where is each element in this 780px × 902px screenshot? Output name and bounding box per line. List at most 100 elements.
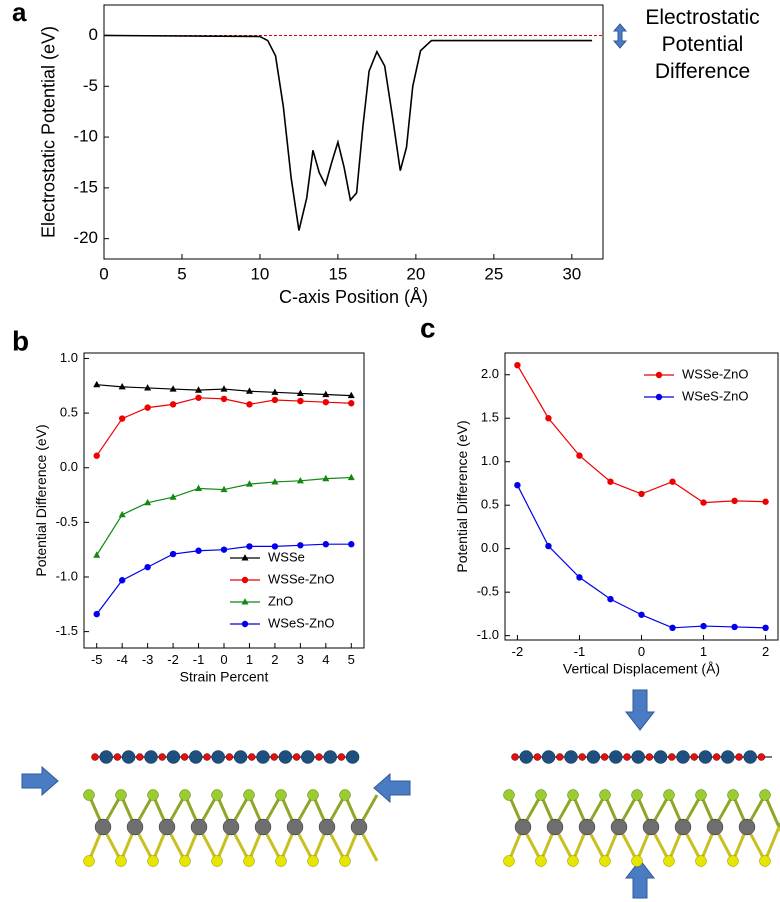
atom-o [158,753,166,761]
atom-zn [144,750,158,764]
marker [220,395,228,403]
marker [700,622,707,630]
atom-w [254,818,272,836]
marker [195,547,202,554]
marker [118,415,126,422]
x-tick-label: -4 [116,652,128,667]
atom-se [759,855,771,867]
atom-zn [323,750,337,764]
atom-w [318,818,336,836]
marker [271,396,279,404]
atom-zn [233,750,248,764]
marker [297,542,304,549]
atom-w [578,818,596,836]
marker [607,478,614,485]
marker [169,401,177,408]
x-tick-label: 15 [328,265,347,284]
marker [576,452,583,459]
y-axis-label: Potential Difference (eV) [33,424,49,576]
marker [118,510,126,518]
atom-se [275,855,287,867]
atom-se [631,855,643,867]
marker [297,397,304,405]
marker [731,623,738,631]
atom-o [712,753,721,761]
x-tick-label: 0 [638,644,645,659]
marker [545,542,552,550]
marker [322,541,330,548]
atom-se [503,855,515,867]
marker [322,474,330,482]
atom-se [663,855,675,867]
legend-marker [241,576,249,584]
atom-zn [211,750,225,764]
atom-o [203,753,211,761]
atom-zn [609,750,623,764]
x-tick-label: 5 [177,265,186,284]
x-tick-label: -5 [91,652,103,667]
atom-se [307,855,319,867]
atom-s [727,789,739,801]
marker [322,398,330,406]
y-tick-label: -5 [83,76,98,95]
marker [195,484,203,492]
y-tick-label: 0.5 [481,497,499,512]
x-tick-label: 0 [99,265,108,284]
atom-se [599,855,611,867]
marker [118,577,126,584]
x-tick-label: -2 [167,652,179,667]
x-tick-label: 10 [250,265,269,284]
atom-zn [631,750,645,764]
atom-o [600,753,609,761]
marker [348,400,355,407]
y-axis-label: Potential Difference (eV) [454,420,470,572]
y-axis-label: Electrostatic Potential (eV) [38,26,58,238]
atom-zn [189,750,203,764]
atom-se [695,855,707,867]
marker [195,394,202,401]
plot-frame [103,4,604,260]
marker [144,563,151,571]
crystal-structure [503,750,780,867]
atom-o [136,753,144,761]
x-tick-label: -3 [142,652,154,667]
legend-label: WSeS-ZnO [682,388,748,403]
atom-s [599,789,611,801]
arrow-left [373,772,411,804]
atom-zn [586,750,601,764]
atom-o [623,753,631,761]
panel-label: b [12,325,29,356]
atom-zn [721,750,735,764]
x-tick-label: 0 [220,652,227,667]
marker [144,404,151,411]
legend-label: WSeS-ZnO [268,615,334,630]
atom-s [179,789,191,801]
x-tick-label: 2 [271,652,278,667]
double-arrow-icon [612,23,628,49]
legend-label: WSSe-ZnO [268,571,334,586]
legend-label: WSSe [268,549,305,564]
marker [93,610,100,618]
y-tick-label: -1.5 [56,623,78,638]
marker [246,401,253,408]
atom-o [225,753,234,761]
annotation: Electrostatic Potential Difference [645,6,760,83]
atom-se [727,855,739,867]
marker [93,380,101,388]
marker [169,385,177,392]
series-line [96,397,352,457]
atom-o [690,753,698,761]
atom-zn [278,750,293,764]
marker [296,476,304,484]
y-tick-label: 0.0 [481,540,499,555]
marker [169,550,177,558]
atom-w [126,818,144,836]
atom-zn [564,750,578,764]
arrow-right [21,765,59,797]
atom-se [211,855,223,867]
y-tick-label: 0 [89,25,98,44]
x-tick-label: -1 [574,644,586,659]
y-tick-label: -0.5 [477,584,499,599]
legend-marker [655,371,663,379]
y-tick-label: -10 [73,127,98,146]
